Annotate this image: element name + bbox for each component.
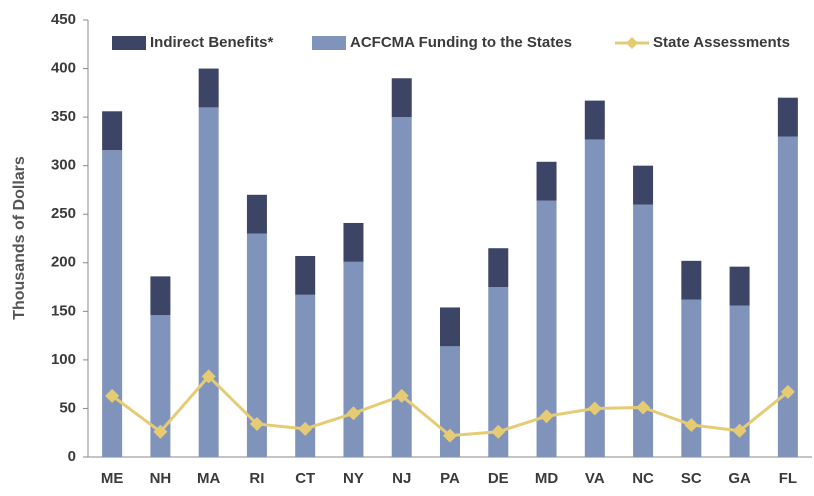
bar-segment [198,68,219,108]
marker [249,416,264,431]
x-tick-label: RI [249,470,264,487]
legend-label: ACFCMA Funding to the States [350,34,572,51]
x-tick-label: PA [440,470,460,487]
bar-segment [295,294,316,457]
legend-swatch [112,36,146,50]
x-tick-label: DE [488,470,509,487]
marker [539,409,554,424]
bar-segment [584,100,605,140]
bar-segment [633,204,654,457]
bar-segment [488,287,509,457]
marker [636,400,651,415]
bar-segment [150,315,171,457]
marker [443,428,457,443]
bar-segment [198,107,219,458]
marker [201,369,216,384]
marker [684,417,699,432]
bar-segment [681,260,702,300]
bar-segment [633,165,654,205]
bar-segment [681,299,702,457]
x-tick-label: CT [295,470,315,487]
legend-label: Indirect Benefits* [150,34,274,51]
y-tick-label: 400 [51,60,76,77]
x-tick-label: GA [728,470,751,487]
marker [394,388,409,403]
legend-label: State Assessments [653,34,790,51]
x-tick-label: NC [632,470,654,487]
x-tick-label: MA [197,470,220,487]
bar-segment [729,266,750,306]
marker [491,424,506,439]
x-tick-label: SC [681,470,702,487]
marker [298,421,313,436]
legend-swatch [312,36,346,50]
bar-segment [391,78,412,118]
bar-segment [536,161,557,201]
bar-segment [440,346,460,457]
y-axis-label: Thousands of Dollars [11,156,28,320]
y-tick-label: 450 [51,11,76,28]
y-tick-label: 0 [68,448,76,465]
bar-segment [536,200,557,458]
x-tick-label: MD [535,470,558,487]
y-tick-label: 200 [51,254,76,271]
bar-segment [584,139,605,458]
y-tick-label: 150 [51,302,76,319]
marker [105,388,120,403]
y-tick-label: 100 [51,351,76,368]
y-tick-label: 350 [51,108,76,125]
bar-segment [488,248,509,288]
y-tick-label: 50 [59,399,76,416]
marker [346,406,361,421]
y-tick-label: 250 [51,205,76,222]
x-tick-label: NJ [392,470,411,487]
bar-segment [777,136,798,458]
bar-segment [295,255,316,295]
x-tick-label: VA [585,470,605,487]
bar-segment [150,276,171,316]
bar-segment [246,194,267,234]
bar-segment [391,117,412,457]
bar-segment [343,261,364,457]
y-tick-label: 300 [51,157,76,174]
x-tick-label: NH [150,470,172,487]
marker [732,423,747,438]
marker [587,401,602,416]
bar-segment [440,307,460,347]
bar-segment [777,97,798,137]
marker [153,424,168,439]
x-tick-label: ME [101,470,124,487]
legend-marker [626,37,638,49]
bar-segment [246,233,267,457]
bar-segment [102,150,123,457]
x-tick-label: FL [779,470,797,487]
bar-segment [102,111,123,151]
marker [780,384,795,399]
bar-segment [729,305,750,457]
bar-segment [343,222,364,262]
x-tick-label: NY [343,470,364,487]
